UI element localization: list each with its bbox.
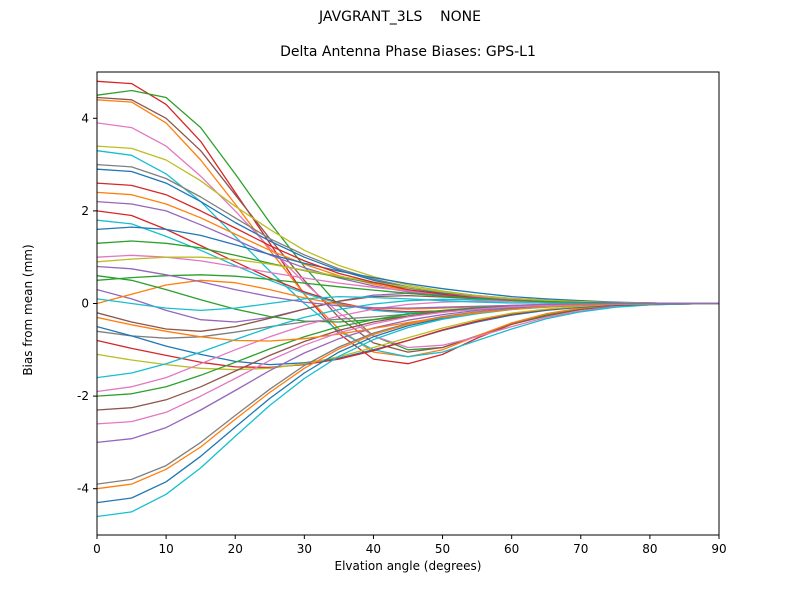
series-line-line-15: [97, 240, 719, 305]
series-line-line-33: [97, 302, 719, 504]
axes-title: Delta Antenna Phase Biases: GPS-L1: [280, 44, 536, 60]
y-axis-label: Bias from mean (mm): [21, 244, 35, 376]
y-tick-label: 4: [81, 111, 89, 125]
y-tick-label: -2: [77, 389, 89, 403]
x-tick-label: 70: [573, 542, 588, 556]
x-tick-label: 10: [158, 542, 173, 556]
series-line-line-32: [97, 302, 719, 490]
x-tick-label: 20: [228, 542, 243, 556]
x-tick-label: 80: [642, 542, 657, 556]
x-tick-label: 90: [711, 542, 726, 556]
figure-title: JAVGRANT_3LS NONE: [319, 9, 481, 25]
x-tick-label: 50: [435, 542, 450, 556]
x-tick-label: 40: [366, 542, 381, 556]
x-tick-label: 30: [297, 542, 312, 556]
y-tick-label: -4: [77, 482, 89, 496]
x-axis-label: Elvation angle (degrees): [334, 559, 482, 573]
series-line-line-40: [97, 265, 719, 309]
y-tick-label: 0: [81, 297, 89, 311]
series-line-line-01: [97, 80, 719, 365]
x-tick-label: 60: [504, 542, 519, 556]
y-tick-label: 2: [81, 204, 89, 218]
series-line-line-04: [97, 99, 719, 358]
x-tick-label: 0: [93, 542, 101, 556]
